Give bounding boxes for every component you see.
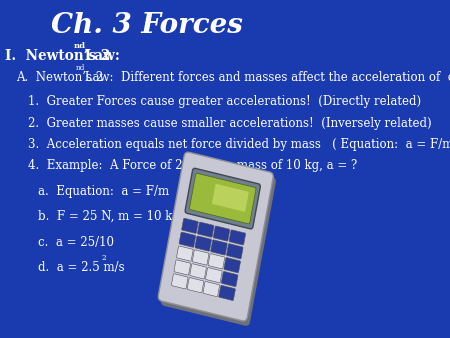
Text: nd: nd <box>76 64 85 72</box>
FancyBboxPatch shape <box>185 168 261 229</box>
FancyBboxPatch shape <box>206 268 222 283</box>
FancyBboxPatch shape <box>226 244 243 259</box>
FancyBboxPatch shape <box>224 258 240 273</box>
FancyBboxPatch shape <box>171 274 188 289</box>
Text: nd: nd <box>74 42 86 50</box>
FancyBboxPatch shape <box>208 254 225 269</box>
Text: c.  a = 25/10: c. a = 25/10 <box>38 236 114 248</box>
FancyBboxPatch shape <box>182 218 198 233</box>
Text: Law:  Different forces and masses affect the acceleration of  objects: Law: Different forces and masses affect … <box>81 71 450 84</box>
Text: Law:: Law: <box>80 49 120 63</box>
Text: 3.  Acceleration equals net force divided by mass   ( Equation:  a = F/m): 3. Acceleration equals net force divided… <box>28 138 450 151</box>
FancyBboxPatch shape <box>161 157 276 326</box>
Text: 1.  Greater Forces cause greater accelerations!  (Directly related): 1. Greater Forces cause greater accelera… <box>28 95 421 108</box>
FancyBboxPatch shape <box>176 246 193 261</box>
FancyBboxPatch shape <box>195 236 212 251</box>
FancyBboxPatch shape <box>190 264 207 279</box>
FancyBboxPatch shape <box>174 260 190 275</box>
FancyBboxPatch shape <box>187 277 204 293</box>
Text: 4.  Example:  A Force of 25 N on a mass of 10 kg, a = ?: 4. Example: A Force of 25 N on a mass of… <box>28 159 357 172</box>
FancyBboxPatch shape <box>213 226 230 241</box>
FancyBboxPatch shape <box>192 250 209 265</box>
Text: 2.  Greater masses cause smaller accelerations!  (Inversely related): 2. Greater masses cause smaller accelera… <box>28 117 432 129</box>
FancyBboxPatch shape <box>203 282 220 297</box>
FancyBboxPatch shape <box>212 184 249 212</box>
Text: b.  F = 25 N, m = 10 kg: b. F = 25 N, m = 10 kg <box>38 210 180 223</box>
Text: A.  Newton’s 2: A. Newton’s 2 <box>16 71 103 84</box>
FancyBboxPatch shape <box>221 271 238 287</box>
FancyBboxPatch shape <box>198 222 214 237</box>
FancyBboxPatch shape <box>219 285 235 300</box>
Text: d.  a = 2.5 m/s: d. a = 2.5 m/s <box>38 261 125 274</box>
FancyBboxPatch shape <box>189 173 256 224</box>
Text: I.  Newton’s 2: I. Newton’s 2 <box>5 49 111 63</box>
FancyBboxPatch shape <box>179 232 196 247</box>
FancyBboxPatch shape <box>158 152 273 321</box>
Text: a.  Equation:  a = F/m: a. Equation: a = F/m <box>38 185 169 198</box>
Text: Ch. 3 Forces: Ch. 3 Forces <box>51 12 243 39</box>
FancyBboxPatch shape <box>229 230 246 245</box>
FancyBboxPatch shape <box>211 240 227 255</box>
Text: 2: 2 <box>102 254 106 262</box>
